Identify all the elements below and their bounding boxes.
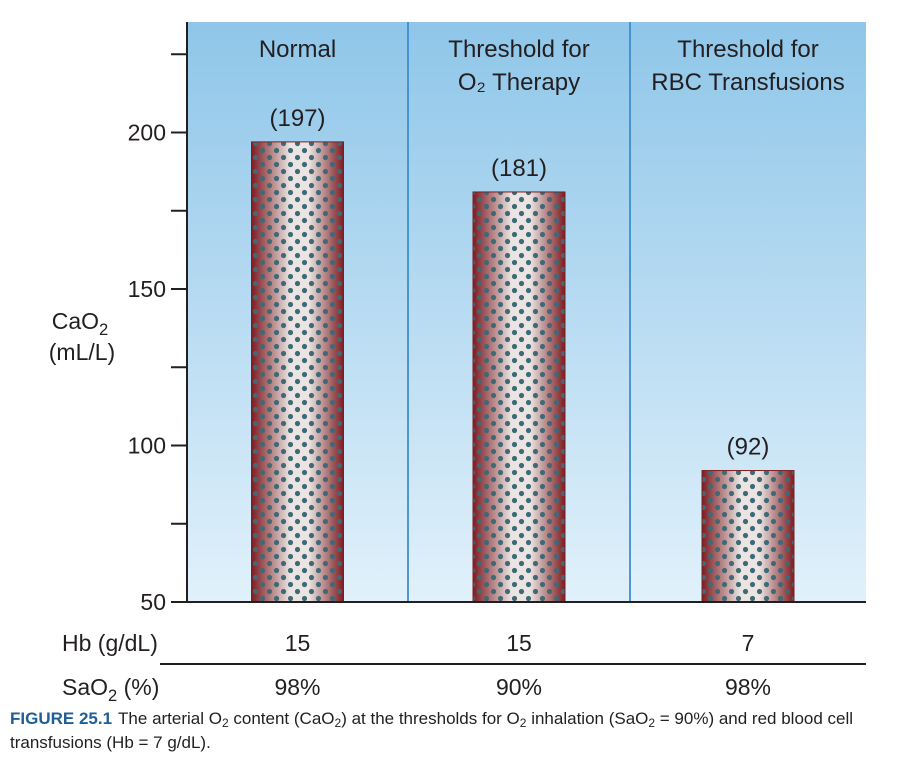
panel-header: O₂ Therapy <box>458 69 580 96</box>
table-cell: 7 <box>742 630 755 656</box>
bar <box>472 191 566 603</box>
bar <box>251 141 344 603</box>
bar-chart: Normal Threshold for O₂ Therapy Threshold f… <box>49 22 866 705</box>
y-tick-label: 150 <box>128 276 166 302</box>
figure-label: FIGURE 25.1 <box>10 709 113 728</box>
table-cell: 98% <box>725 674 771 700</box>
table-cell: 15 <box>506 630 532 656</box>
data-label: (181) <box>491 155 547 182</box>
y-axis-label: CaO2 <box>52 308 109 339</box>
figure-caption: FIGURE 25.1 The arterial O2 content (CaO2… <box>10 707 915 755</box>
y-tick-label: 100 <box>128 433 166 459</box>
panel-header: Normal <box>259 36 336 63</box>
table-row-label: Hb (g/dL) <box>62 630 158 656</box>
panel-header: RBC Transfusions <box>651 69 844 96</box>
bar <box>701 470 795 603</box>
data-label: (197) <box>269 105 325 132</box>
table-row-label: SaO2 (%) <box>62 674 159 705</box>
data-label: (92) <box>727 434 770 461</box>
y-tick-label: 50 <box>140 589 166 615</box>
panel-header: Threshold for <box>448 36 589 63</box>
caption-text: The arterial O2 content (CaO2) at the th… <box>10 709 854 752</box>
y-tick-label: 200 <box>128 120 166 146</box>
table-cell: 15 <box>285 630 311 656</box>
y-axis-label: (mL/L) <box>49 339 115 365</box>
panel-header: Threshold for <box>677 36 818 63</box>
table-cell: 98% <box>274 674 320 700</box>
table-cell: 90% <box>496 674 542 700</box>
